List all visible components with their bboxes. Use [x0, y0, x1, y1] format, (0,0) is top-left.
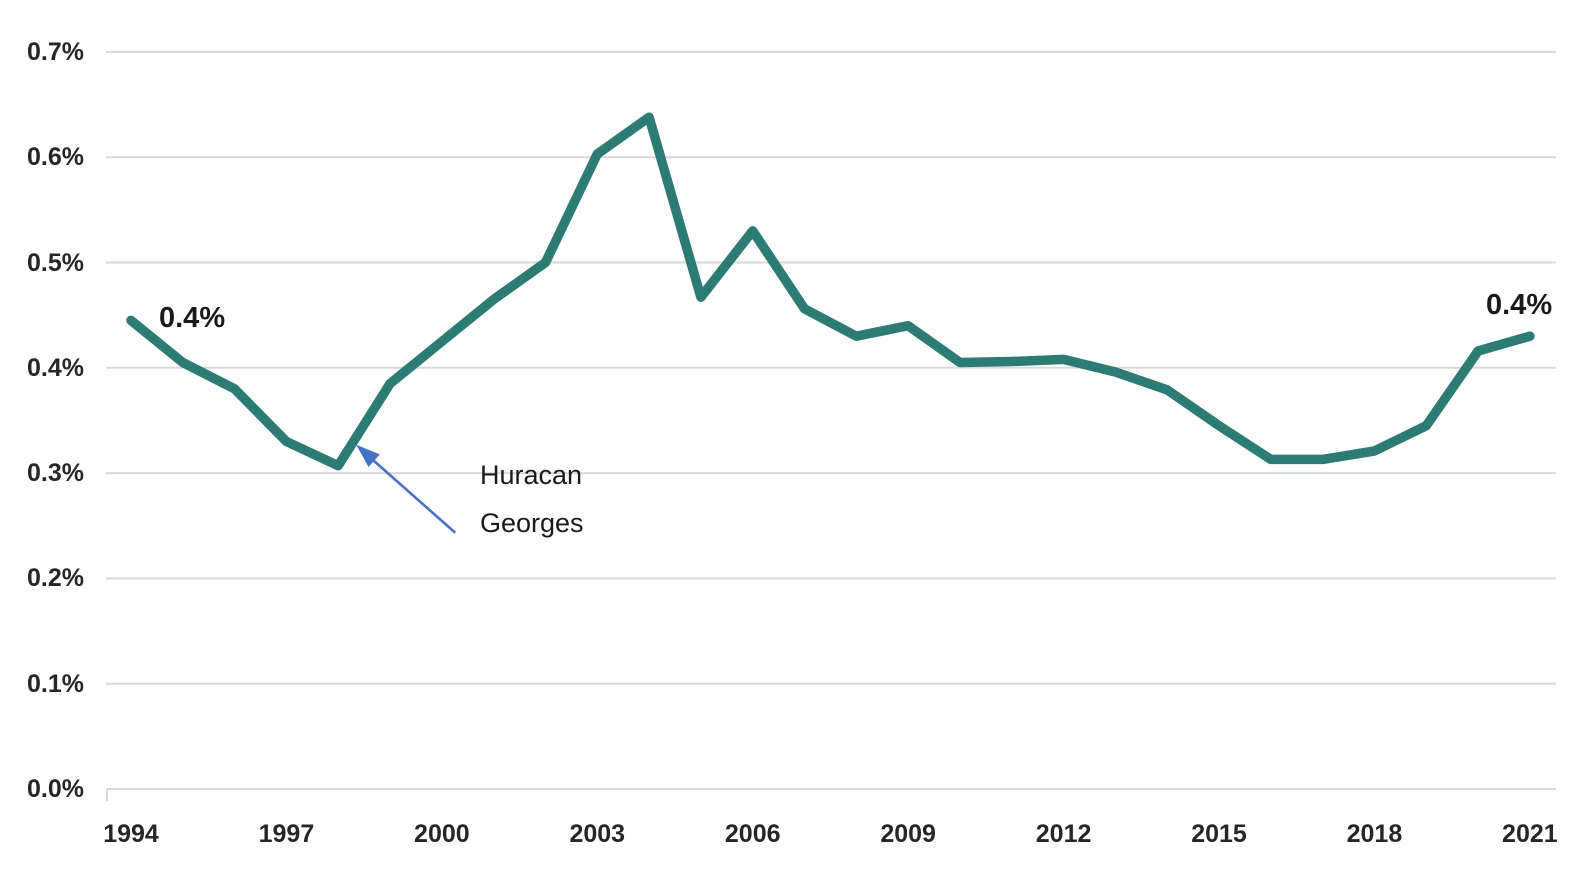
- y-axis-tick-label: 0.6%: [27, 143, 84, 172]
- annotation-text-line2: Georges: [480, 508, 584, 538]
- x-axis-tick-label: 1997: [258, 820, 315, 848]
- annotation-text-line1: Huracan: [480, 460, 583, 490]
- y-axis-tick-label: 0.1%: [27, 669, 84, 698]
- x-axis-tick-label: 1994: [103, 820, 159, 848]
- x-axis-tick-label: 2006: [724, 820, 781, 848]
- y-axis-tick-label: 0.4%: [27, 353, 84, 382]
- x-axis-tick-label: 2000: [414, 820, 470, 848]
- annotation-arrow-head: [356, 444, 380, 468]
- x-axis-tick-label: 2003: [569, 820, 626, 848]
- hurricane-georges-annotation: Huracan Georges: [480, 451, 584, 547]
- y-axis-tick-label: 0.5%: [27, 248, 84, 277]
- x-axis-tick-label: 2015: [1191, 820, 1247, 848]
- end-value-label: 0.4%: [1486, 289, 1553, 321]
- x-axis-tick-label: 2018: [1346, 820, 1403, 848]
- data-series-line: [126, 112, 1535, 471]
- annotation-arrow-line: [368, 455, 457, 534]
- y-axis-tick-label: 0.3%: [27, 459, 84, 488]
- y-axis-tick-label: 0.0%: [27, 775, 84, 803]
- x-axis-tick-label: 2021: [1502, 820, 1558, 848]
- x-axis-tick-label: 2009: [880, 820, 936, 848]
- y-axis-tick-label: 0.7%: [27, 37, 84, 66]
- x-axis-tick-label: 2012: [1035, 820, 1092, 848]
- start-value-label: 0.4%: [159, 302, 226, 334]
- y-axis-tick-label: 0.2%: [27, 564, 84, 593]
